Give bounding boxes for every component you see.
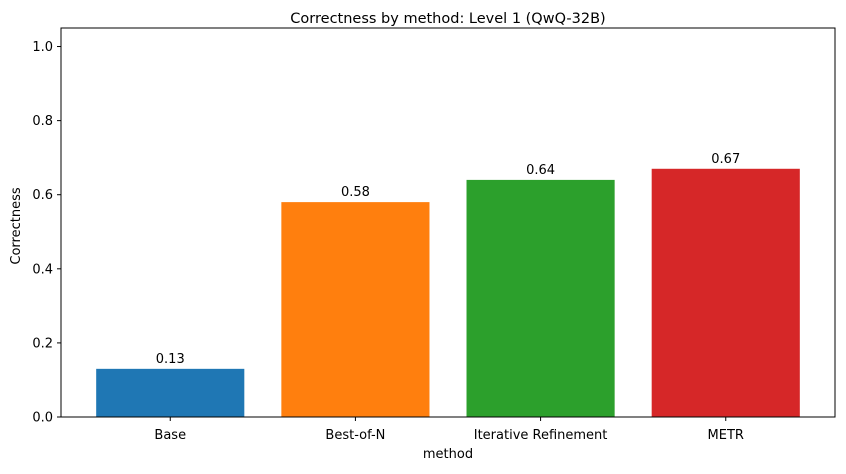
- bar-value-label: 0.64: [526, 163, 555, 178]
- bar-value-label: 0.67: [711, 152, 740, 167]
- chart-title: Correctness by method: Level 1 (QwQ-32B): [290, 11, 605, 27]
- x-tick-label: Iterative Refinement: [474, 428, 608, 443]
- bar-value-label: 0.58: [341, 185, 370, 200]
- bar-base: [96, 368, 245, 417]
- x-axis: Base Best-of-N Iterative Refinement METR: [154, 417, 744, 443]
- x-tick-label: Best-of-N: [325, 428, 385, 443]
- bar-metr: [651, 168, 800, 417]
- y-tick-label: 0.0: [32, 411, 53, 426]
- bar-iterative-refinement: [466, 179, 615, 417]
- bars-group: [96, 168, 800, 417]
- bar-best-of-n: [281, 202, 430, 417]
- plot-frame: [60, 27, 836, 418]
- y-tick-label: 0.2: [32, 336, 53, 351]
- x-axis-label: method: [423, 447, 473, 462]
- y-tick-label: 0.6: [32, 188, 53, 203]
- y-tick-label: 0.8: [32, 114, 53, 129]
- y-tick-label: 1.0: [32, 40, 53, 55]
- x-tick-label: Base: [154, 428, 186, 443]
- y-axis-label: Correctness: [9, 187, 24, 264]
- x-tick-label: METR: [708, 428, 744, 443]
- bar-value-label: 0.13: [156, 352, 185, 367]
- value-labels-group: 0.13 0.58 0.64 0.67: [156, 152, 740, 367]
- y-axis: 0.0 0.2 0.4 0.6 0.8 1.0: [32, 40, 61, 426]
- y-tick-label: 0.4: [32, 262, 53, 277]
